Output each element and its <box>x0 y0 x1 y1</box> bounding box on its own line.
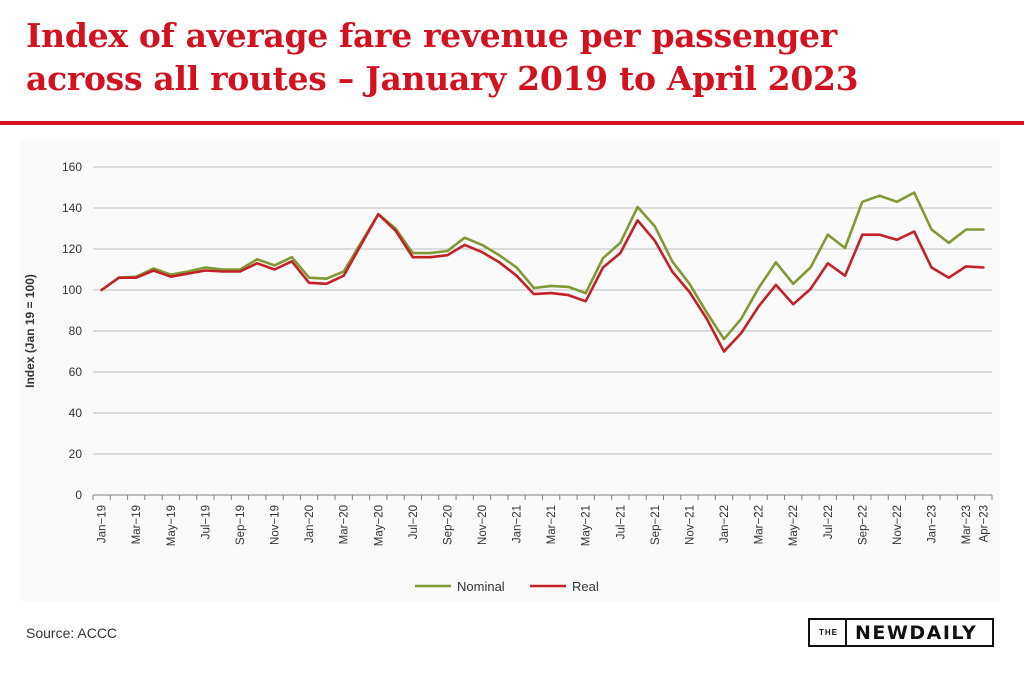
headline-rule <box>0 121 1024 125</box>
x-tick-label-Mar-20: Mar−20 <box>339 505 351 544</box>
x-tick-label-Mar-22: Mar−22 <box>754 505 766 544</box>
x-tick-label-Mar-19: Mar−19 <box>131 505 143 544</box>
y-tick-label-60: 60 <box>69 365 83 379</box>
x-tick-label-Nov-19: Nov−19 <box>270 505 282 545</box>
x-tick-label-Jan-19: Jan−19 <box>97 505 109 543</box>
y-tick-label-100: 100 <box>62 283 82 297</box>
x-tick-label-Sep-19: Sep−19 <box>235 505 247 545</box>
logo-the: THE <box>819 628 838 637</box>
logo-divider <box>845 620 847 645</box>
x-tick-label-Jan-22: Jan−22 <box>719 505 731 543</box>
x-tick-label-May-22: May−22 <box>788 505 800 546</box>
headline-line-2: across all routes – January 2019 to Apri… <box>26 59 859 98</box>
x-tick-label-Nov-22: Nov−22 <box>892 505 904 545</box>
line-chart: 0 20 40 60 80 100 120 140 160 Jan−19 Mar−19 May−19 J… <box>23 160 993 594</box>
x-tick-label-Jan-21: Jan−21 <box>512 505 524 543</box>
x-tick-label-Nov-21: Nov−21 <box>684 505 696 545</box>
x-tick-label-Jul-21: Jul−21 <box>615 505 627 539</box>
x-tick-label-May-20: May−20 <box>373 505 385 546</box>
logo-name: NEWDAILY <box>855 621 978 644</box>
x-tick-label-May-21: May−21 <box>581 505 593 546</box>
series-line-nominal <box>100 191 985 341</box>
source-note: Source: ACCC <box>26 625 118 641</box>
y-tick-label-80: 80 <box>69 324 83 338</box>
y-tick-label-40: 40 <box>69 406 83 420</box>
x-tick-label-Sep-22: Sep−22 <box>857 505 869 545</box>
x-tick-label-Jan-23: Jan−23 <box>926 505 938 543</box>
x-tick-label-Jan-20: Jan−20 <box>304 505 316 543</box>
chart-headline: Index of average fare revenue per passen… <box>26 14 1006 100</box>
x-tick-label-Mar-23: Mar−23 <box>961 505 973 544</box>
legend-label-real: Real <box>572 579 599 594</box>
x-tick-label-Sep-20: Sep−20 <box>442 505 454 545</box>
series-line-real <box>100 212 985 353</box>
x-tick-label-Jul-22: Jul−22 <box>823 505 835 539</box>
headline-line-1: Index of average fare revenue per passen… <box>26 16 837 55</box>
y-tick-label-140: 140 <box>62 201 82 215</box>
y-tick-label-0: 0 <box>75 488 82 502</box>
x-tick-label-Sep-21: Sep−21 <box>650 505 662 545</box>
x-tick-label-Mar-21: Mar−21 <box>546 505 558 544</box>
chart-panel: 0 20 40 60 80 100 120 140 160 Jan−19 Mar−19 May−19 J… <box>20 140 1000 602</box>
y-axis-title: Index (Jan 19 = 100) <box>23 274 37 388</box>
legend-label-nominal: Nominal <box>457 579 505 594</box>
y-tick-label-20: 20 <box>69 447 83 461</box>
x-tick-label-Jul-19: Jul−19 <box>200 505 212 539</box>
y-tick-label-160: 160 <box>62 160 82 174</box>
y-tick-label-120: 120 <box>62 242 82 256</box>
x-tick-label-Nov-20: Nov−20 <box>477 505 489 545</box>
x-tick-label-May-19: May−19 <box>166 505 178 546</box>
x-tick-label-Apr-23: Apr−23 <box>978 505 990 542</box>
newdaily-logo: THE NEWDAILY <box>808 618 994 647</box>
x-tick-label-Jul-20: Jul−20 <box>408 505 420 539</box>
